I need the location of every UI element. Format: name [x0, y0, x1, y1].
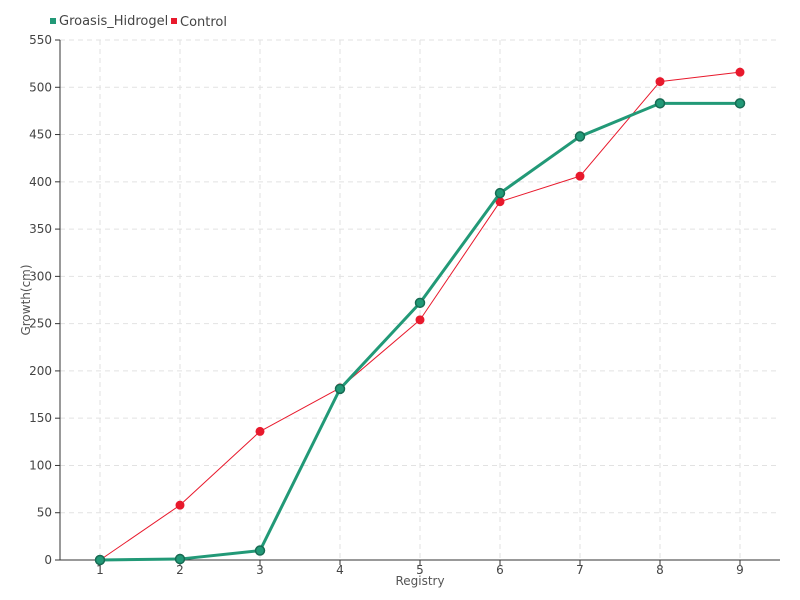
y-tick-label: 250 [29, 317, 52, 331]
x-tick-label: 8 [656, 563, 664, 577]
data-point-control [175, 500, 185, 510]
x-tick-label: 1 [96, 563, 104, 577]
y-tick-label: 550 [29, 33, 52, 47]
x-tick-label: 4 [336, 563, 344, 577]
y-tick-label: 150 [29, 411, 52, 425]
y-tick-label: 200 [29, 364, 52, 378]
x-tick-label: 6 [496, 563, 504, 577]
x-tick-label: 3 [256, 563, 264, 577]
x-tick-label: 5 [416, 563, 424, 577]
data-point-control [735, 67, 745, 77]
y-tick-label: 350 [29, 222, 52, 236]
data-point-groasis [574, 131, 586, 142]
y-axis-title: Growth(cm) [19, 264, 33, 335]
series [94, 67, 746, 566]
data-point-groasis [734, 98, 746, 109]
grid-lines [60, 39, 780, 560]
legend: Groasis_Hidrogel Control [50, 14, 227, 30]
y-tick-label: 400 [29, 175, 52, 189]
y-tick-labels: 0 50 100 150 200 250 300 350 400 450 500 550 [29, 33, 52, 567]
data-point-control [255, 426, 265, 436]
data-point-control [415, 315, 425, 325]
y-tick-label: 500 [29, 80, 52, 94]
data-point-control [655, 77, 665, 87]
data-point-groasis [494, 187, 506, 199]
y-tick-label: 100 [29, 458, 52, 472]
y-tick-label: 0 [44, 553, 52, 567]
legend-label-groasis: Groasis_Hidrogel [59, 14, 168, 29]
legend-swatch-groasis [50, 18, 56, 24]
legend-swatch-control [171, 18, 177, 24]
x-tick-label: 9 [736, 563, 744, 577]
data-point-groasis [174, 553, 186, 565]
data-point-groasis [414, 297, 426, 309]
data-point-groasis [334, 383, 346, 395]
data-point-control [575, 171, 585, 181]
y-tick-label: 50 [37, 506, 52, 520]
x-tick-label: 7 [576, 563, 584, 577]
data-point-groasis [94, 554, 106, 566]
legend-label-control: Control [180, 15, 227, 30]
data-point-groasis [254, 545, 266, 556]
x-tick-label: 2 [176, 563, 184, 577]
y-tick-label: 300 [29, 269, 52, 283]
data-point-groasis [654, 98, 666, 109]
y-tick-label: 450 [29, 128, 52, 142]
x-tick-labels: 1 2 3 4 5 6 7 8 9 [96, 563, 744, 577]
x-axis-title: Registry [395, 574, 444, 588]
